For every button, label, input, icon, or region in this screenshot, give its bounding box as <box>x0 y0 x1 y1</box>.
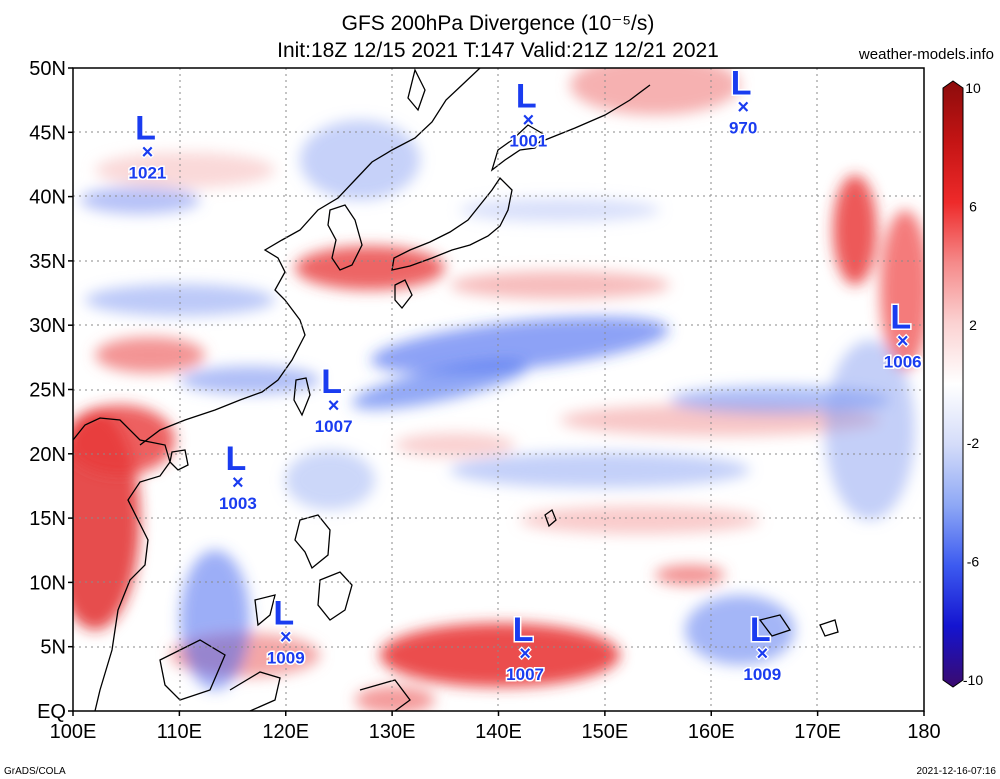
lat-label: 25N <box>29 380 66 402</box>
lat-label: 20N <box>29 444 66 466</box>
divergence-field <box>73 68 924 711</box>
low-center-mark: × <box>756 643 768 665</box>
colorbar-label: -6 <box>967 554 980 570</box>
pressure-low: L×1001 <box>508 76 549 152</box>
low-center-mark: × <box>280 626 292 648</box>
lon-label: 160E <box>688 721 735 743</box>
low-center-mark: × <box>522 109 534 131</box>
low-pressure-value: 1009 <box>743 665 781 684</box>
low-pressure-value: 1021 <box>129 164 167 183</box>
lon-label: 120E <box>262 721 309 743</box>
pressure-low: L×1007 <box>505 610 546 686</box>
low-pressure-value: 970 <box>729 119 757 138</box>
pressure-low: L×1006 <box>882 297 923 373</box>
low-pressure-value: 1009 <box>267 648 305 667</box>
low-center-mark: × <box>519 643 531 665</box>
lat-label: 45N <box>29 122 66 144</box>
low-center-mark: × <box>328 395 340 417</box>
lon-label: 170E <box>794 721 841 743</box>
coastlines <box>73 68 839 711</box>
pressure-low: L×1009 <box>742 610 783 686</box>
lat-label: 15N <box>29 508 66 530</box>
pressure-low: L×970 <box>727 65 758 139</box>
low-pressure-value: 1001 <box>509 131 547 150</box>
colorbar-label: 6 <box>969 198 977 214</box>
low-center-mark: × <box>142 142 154 164</box>
low-symbol: L <box>273 594 294 632</box>
low-pressure-value: 1003 <box>219 494 257 513</box>
low-pressure-value: 1007 <box>315 417 353 436</box>
lat-label: 10N <box>29 572 66 594</box>
pressure-low: L×1021 <box>127 108 168 184</box>
footer-left: GrADS/COLA <box>4 766 66 777</box>
colorbar-label: -2 <box>967 435 980 451</box>
site-name: weather-models.info <box>858 46 994 63</box>
colorbar-body <box>942 80 964 688</box>
pressure-low: L×1009 <box>265 593 306 669</box>
lon-label: 180 <box>907 721 940 743</box>
colorbar-label: 2 <box>969 317 977 333</box>
low-pressure-value: 1007 <box>506 665 544 684</box>
pressure-low: L×1003 <box>217 439 258 515</box>
graticule <box>73 68 924 711</box>
lat-label: 30N <box>29 315 66 337</box>
low-center-mark: × <box>232 472 244 494</box>
lon-label: 140E <box>475 721 522 743</box>
lon-label: 100E <box>50 721 97 743</box>
low-symbol: L <box>731 65 752 103</box>
low-symbol: L <box>135 110 156 148</box>
footer-right: 2021-12-16-07:16 <box>916 766 996 777</box>
pressure-low: L×1007 <box>313 361 354 437</box>
low-symbol: L <box>225 440 246 478</box>
plot-area: L×1021L×1001L×970L×1006L×1007L×1003L×100… <box>73 65 924 711</box>
low-symbol: L <box>750 611 771 649</box>
lat-label: 5N <box>40 637 66 659</box>
lon-label: 130E <box>369 721 416 743</box>
low-symbol: L <box>513 611 534 649</box>
pressure-lows: L×1021L×1001L×970L×1006L×1007L×1003L×100… <box>127 65 923 686</box>
colorbar-label: -10 <box>963 672 983 688</box>
chart-title: GFS 200hPa Divergence (10⁻⁵/s) <box>342 12 655 35</box>
chart-subtitle: Init:18Z 12/15 2021 T:147 Valid:21Z 12/2… <box>277 39 719 62</box>
low-symbol: L <box>516 77 537 115</box>
lon-label: 150E <box>582 721 629 743</box>
colorbar-label: 10 <box>965 80 981 96</box>
low-center-mark: × <box>737 97 749 119</box>
lon-label: 110E <box>157 721 202 743</box>
lat-label: 40N <box>29 187 66 209</box>
colorbar: 10 6 2 -2 -6 -10 <box>942 80 983 688</box>
lat-label: 35N <box>29 251 66 273</box>
colorbar-labels: 10 6 2 -2 -6 -10 <box>963 80 983 688</box>
lat-label: EQ <box>37 701 66 723</box>
low-center-mark: × <box>897 331 909 353</box>
low-symbol: L <box>321 363 342 401</box>
low-symbol: L <box>890 299 911 337</box>
lat-label: 50N <box>29 58 66 80</box>
low-pressure-value: 1006 <box>884 353 922 372</box>
